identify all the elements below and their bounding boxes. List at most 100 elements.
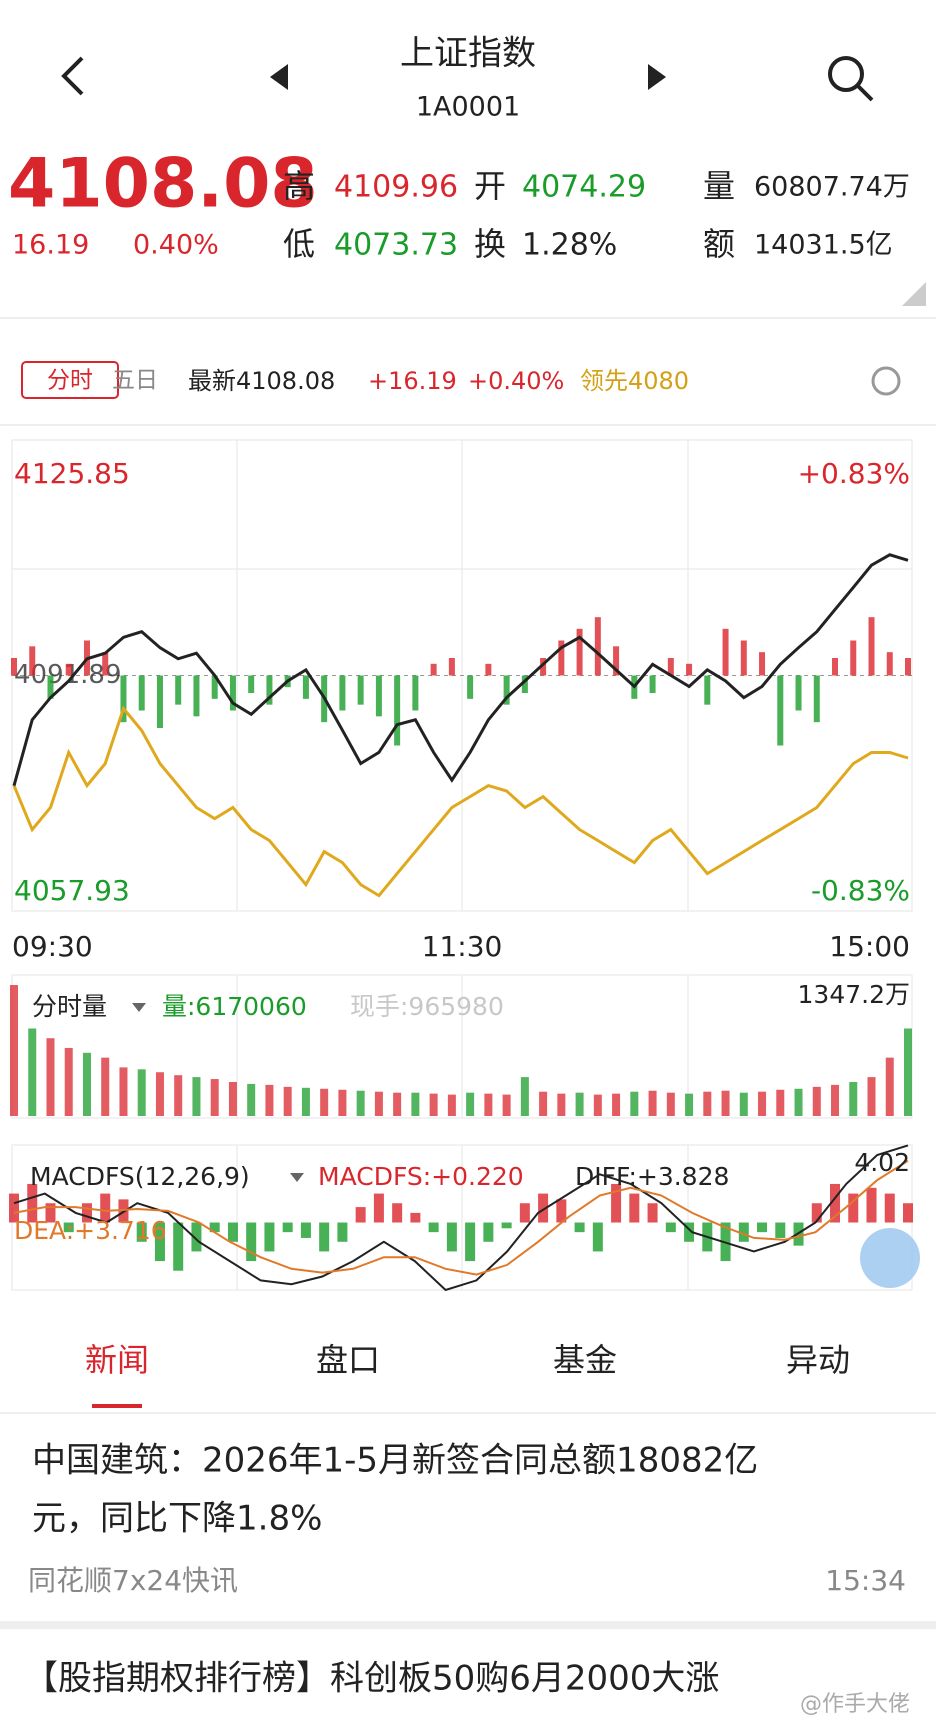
time-label: 09:30 [12,930,93,963]
expand-button[interactable] [860,1228,920,1288]
bar [850,640,857,676]
bar [667,658,674,676]
bar [47,675,54,699]
macd-bar [501,1222,512,1229]
bar [394,675,401,746]
turnover: 1.28% [522,228,617,263]
bar [65,663,72,676]
macd-bar [903,1203,913,1223]
volume-bar [338,1089,347,1116]
news-source: 同花顺7x24快讯 [28,1564,238,1597]
macd-bar [446,1222,457,1252]
news-title[interactable]: 【股指期权排行榜】科创板50购6月2000大涨 [24,1659,719,1699]
low: 4073.73 [334,228,458,263]
news-item[interactable]: 中国建筑：2026年1-5月新签合同总额18082亿 元，同比下降1.8% 同花… [28,1441,906,1598]
dropdown[interactable] [132,1003,146,1012]
macd-bar [81,1203,92,1223]
y-tick-label: 4057.93 [14,874,130,907]
pct-label: -0.83% [811,874,910,907]
macd-bar [9,1193,19,1223]
dropdown[interactable] [290,1173,304,1182]
tab[interactable]: 盘口 [316,1341,380,1379]
bar [503,675,510,705]
macd-value: MACDFS:+0.220 [318,1162,524,1191]
macd-bar [136,1222,147,1242]
bar [740,640,747,676]
volume-bar [393,1092,402,1116]
macd-bar [830,1183,841,1223]
macd-bar [337,1222,348,1242]
macd-bar [428,1222,439,1233]
change: 16.19 [12,230,89,261]
bar [905,658,911,676]
macd-bar [300,1222,311,1238]
volume-bar [484,1093,493,1116]
volume-bar [867,1077,876,1116]
volume-label[interactable]: 分时量 [32,992,107,1021]
time-label: 11:30 [422,930,503,963]
volume-bar [411,1092,420,1116]
bar [886,652,893,676]
macd-bar [647,1203,658,1223]
volume-bar [210,1079,219,1116]
tab[interactable]: 异动 [786,1341,850,1379]
volume-bar [739,1092,748,1116]
news-title[interactable]: 中国建筑：2026年1-5月新签合同总额18082亿 [32,1441,758,1481]
macd-bar [665,1222,676,1233]
next-button[interactable] [648,64,666,90]
macd-bar [465,1222,476,1262]
macd-bar [410,1212,421,1223]
volume-bar [630,1091,639,1116]
volume-bar [557,1093,566,1116]
macd-bar [775,1222,786,1238]
price: 4108.08 [8,145,318,224]
volume-bar [137,1069,146,1116]
bar [467,675,474,699]
prev-button[interactable] [270,64,288,90]
news-title[interactable]: 元，同比下降1.8% [32,1499,322,1539]
search-button[interactable] [828,56,874,102]
tab[interactable]: 基金 [553,1341,617,1379]
bar [594,617,601,676]
volume-bar [429,1093,438,1116]
tab[interactable]: 五日 [112,368,158,394]
volume-bar [228,1081,237,1116]
volume-bar [685,1093,694,1116]
line [12,553,909,787]
macd-bar [738,1222,749,1242]
tab-box[interactable] [21,361,119,399]
bar [412,675,419,711]
back-button[interactable] [61,56,84,96]
volume-bar [575,1092,584,1116]
bar [686,663,693,676]
bar [832,658,839,676]
label: 开 [474,167,506,205]
settings[interactable] [871,366,901,396]
volume-bar [155,1072,164,1116]
macd-bar [319,1222,330,1252]
volume-bar [10,985,18,1116]
bar [211,675,218,699]
bar [175,675,182,705]
bar [156,675,163,728]
bar [102,652,109,676]
macd-bar [629,1193,640,1223]
time-label: 15:00 [829,930,910,963]
volume-bar [776,1089,785,1116]
volume-bar [831,1084,840,1116]
bar [11,658,17,676]
macd-label[interactable]: MACDFS(12,26,9) [30,1162,250,1191]
bar [357,675,364,705]
macd-bar [373,1193,384,1223]
bar [813,675,820,723]
macd-bar [154,1222,165,1262]
bar [193,675,200,717]
volume-bar [356,1090,365,1116]
tab[interactable]: 分时 [47,368,93,394]
bar [248,675,255,693]
volume-bar [703,1091,712,1116]
dea-value: DEA:+3.716 [14,1216,167,1245]
code: 1A0001 [416,92,520,123]
volume-bar [612,1093,621,1116]
tab[interactable]: 新闻 [85,1341,149,1379]
